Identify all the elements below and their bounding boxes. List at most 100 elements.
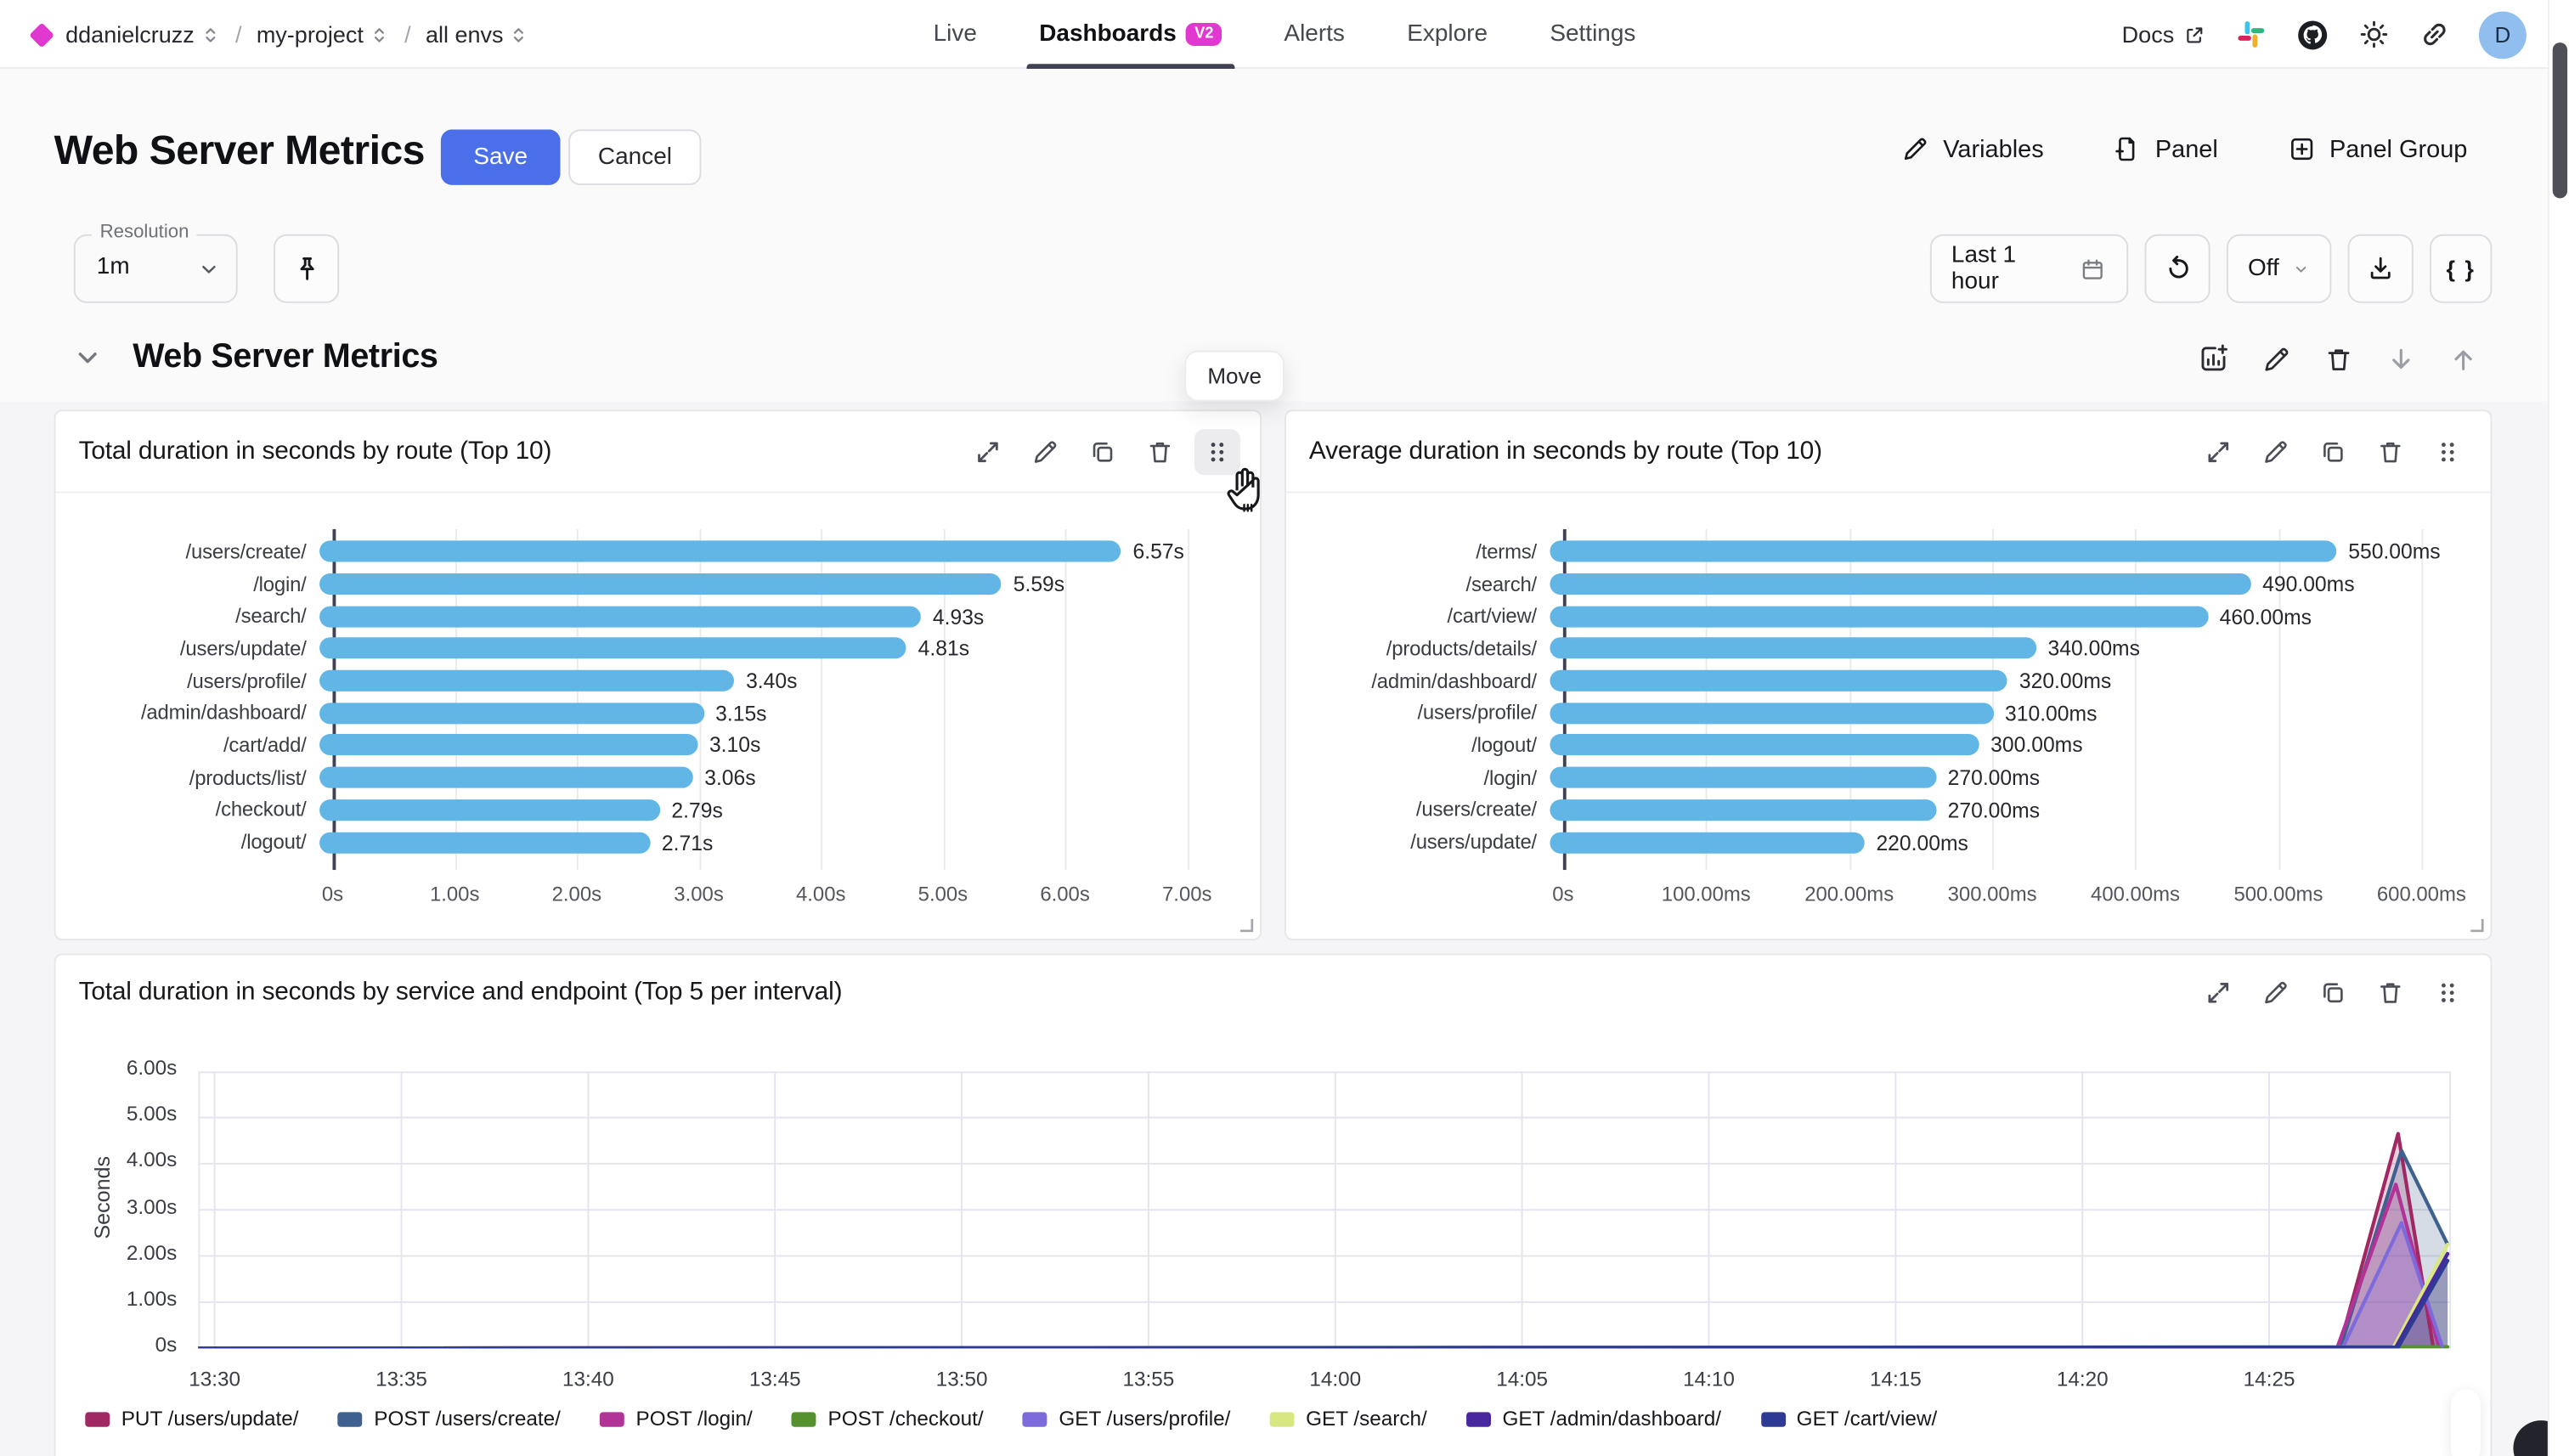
nav-tab-alerts[interactable]: Alerts	[1284, 0, 1345, 69]
drag-panel-handle[interactable]	[2425, 428, 2470, 474]
series-line[interactable]	[198, 1221, 2444, 1349]
add-panel-button[interactable]: Panel	[2113, 134, 2218, 164]
bar-row: /login/5.59s	[79, 568, 1247, 601]
legend-item[interactable]: POST /checkout/	[792, 1408, 984, 1431]
share-link-icon[interactable]	[2419, 18, 2452, 51]
edit-panel-button[interactable]	[1022, 428, 1068, 474]
json-view-button[interactable]: { }	[2430, 234, 2493, 303]
theme-sun-icon[interactable]	[2357, 18, 2391, 51]
series-line[interactable]	[198, 1258, 2450, 1349]
bar[interactable]: 340.00ms	[1550, 636, 2140, 661]
series-line[interactable]	[198, 1251, 2450, 1349]
series-area	[198, 1244, 2448, 1349]
add-panel-group-button[interactable]: Panel Group	[2287, 134, 2467, 164]
duplicate-panel-button[interactable]	[1080, 428, 1126, 474]
pencil-icon	[2265, 347, 2289, 370]
version-badge: V2	[1186, 23, 1222, 46]
bar-category-label: /logout/	[1471, 733, 1537, 757]
breadcrumb-project[interactable]: my-project	[257, 21, 390, 48]
legend-item[interactable]: POST /login/	[600, 1408, 753, 1431]
bar[interactable]: 5.59s	[319, 572, 1064, 596]
collapse-chevron-icon[interactable]	[72, 341, 104, 373]
resize-handle[interactable]	[1235, 914, 1255, 934]
bar[interactable]: 4.81s	[319, 636, 969, 661]
bar[interactable]: 270.00ms	[1550, 765, 2040, 790]
scrollbar-thumb[interactable]	[2552, 42, 2568, 199]
move-section-up-button[interactable]	[2448, 343, 2479, 375]
section-header: Web Server Metrics	[0, 324, 2569, 402]
edit-panel-button[interactable]	[2253, 970, 2299, 1016]
pin-button[interactable]	[274, 234, 340, 303]
auto-refresh-select[interactable]: Off	[2226, 234, 2332, 303]
expand-panel-button[interactable]	[2195, 970, 2241, 1016]
legend-item[interactable]: GET /cart/view/	[1760, 1408, 1937, 1431]
user-avatar[interactable]: D	[2478, 10, 2527, 59]
bar[interactable]: 4.93s	[319, 604, 984, 629]
breadcrumb-env[interactable]: all envs	[426, 21, 529, 48]
bar[interactable]: 2.71s	[319, 830, 713, 855]
resolution-select[interactable]: Resolution 1m	[73, 223, 238, 303]
page-scrollbar[interactable]	[2547, 0, 2569, 1456]
github-icon[interactable]	[2295, 17, 2330, 51]
drag-panel-handle[interactable]	[2425, 970, 2470, 1016]
bar[interactable]: 3.10s	[319, 733, 760, 758]
nav-tab-settings[interactable]: Settings	[1550, 0, 1635, 69]
series-line[interactable]	[198, 1182, 2441, 1349]
time-range-button[interactable]: Last 1 hour	[1929, 234, 2129, 303]
edit-panel-button[interactable]	[2253, 428, 2299, 474]
download-button[interactable]	[2347, 234, 2414, 303]
variables-button[interactable]: Variables	[1900, 134, 2044, 164]
delete-section-button[interactable]	[2323, 343, 2355, 375]
bar-category-label: /users/profile/	[1417, 701, 1537, 725]
bar[interactable]: 3.06s	[319, 765, 756, 790]
bar[interactable]: 550.00ms	[1550, 539, 2441, 564]
duplicate-panel-button[interactable]	[2310, 970, 2356, 1016]
bar[interactable]: 3.15s	[319, 701, 767, 725]
bar[interactable]: 320.00ms	[1550, 669, 2111, 693]
series-line[interactable]	[198, 1132, 2436, 1349]
legend-item[interactable]: GET /search/	[1269, 1408, 1427, 1431]
drag-panel-handle[interactable]	[1194, 428, 1240, 475]
edit-section-button[interactable]	[2261, 343, 2292, 375]
legend-item[interactable]: PUT /users/update/	[85, 1408, 299, 1431]
bar[interactable]: 3.40s	[319, 669, 797, 693]
bar-value-label: 3.06s	[704, 765, 756, 790]
series-line[interactable]	[198, 1242, 2450, 1349]
x-tick-label: 14:25	[2243, 1368, 2295, 1391]
delete-panel-button[interactable]	[2368, 428, 2414, 474]
bar-chart-x-axis: 0s 1.00s 2.00s 3.00s 4.00s 5.00s 6.00s 7.00s	[79, 883, 1247, 912]
nav-tab-explore[interactable]: Explore	[1407, 0, 1488, 69]
resize-handle[interactable]	[2465, 914, 2485, 934]
save-button[interactable]: Save	[440, 129, 561, 185]
legend-item[interactable]: POST /users/create/	[337, 1408, 561, 1431]
add-panel-to-group-button[interactable]	[2197, 342, 2230, 375]
slack-icon[interactable]	[2235, 18, 2268, 51]
expand-panel-button[interactable]	[2195, 428, 2241, 474]
floating-scroll-pill[interactable]	[2451, 1389, 2481, 1456]
selector-icon	[205, 27, 215, 42]
bar[interactable]: 270.00ms	[1550, 798, 2040, 822]
bar[interactable]: 220.00ms	[1550, 830, 1968, 855]
legend-item[interactable]: GET /admin/dashboard/	[1466, 1408, 1721, 1431]
duplicate-panel-button[interactable]	[2310, 428, 2356, 474]
nav-tab-dashboards[interactable]: Dashboards V2	[1025, 0, 1236, 69]
bar[interactable]: 460.00ms	[1550, 604, 2312, 629]
delete-panel-button[interactable]	[2368, 970, 2414, 1016]
legend-item[interactable]: GET /users/profile/	[1022, 1408, 1230, 1431]
breadcrumb-separator: /	[234, 21, 242, 48]
series-line[interactable]	[198, 1148, 2450, 1349]
breadcrumb-env-label: all envs	[425, 21, 504, 48]
cancel-button[interactable]: Cancel	[568, 129, 702, 185]
bar[interactable]: 490.00ms	[1550, 572, 2355, 596]
bar[interactable]: 6.57s	[319, 539, 1184, 564]
docs-link[interactable]: Docs	[2122, 21, 2207, 48]
delete-panel-button[interactable]	[1137, 428, 1183, 474]
bar[interactable]: 2.79s	[319, 798, 723, 822]
refresh-button[interactable]	[2144, 234, 2210, 303]
nav-tab-live[interactable]: Live	[934, 0, 977, 69]
move-section-down-button[interactable]	[2386, 343, 2417, 375]
expand-panel-button[interactable]	[965, 428, 1011, 474]
bar[interactable]: 300.00ms	[1550, 733, 2083, 758]
breadcrumb-org[interactable]: ddanielcruzz	[65, 21, 220, 48]
bar[interactable]: 310.00ms	[1550, 701, 2097, 725]
